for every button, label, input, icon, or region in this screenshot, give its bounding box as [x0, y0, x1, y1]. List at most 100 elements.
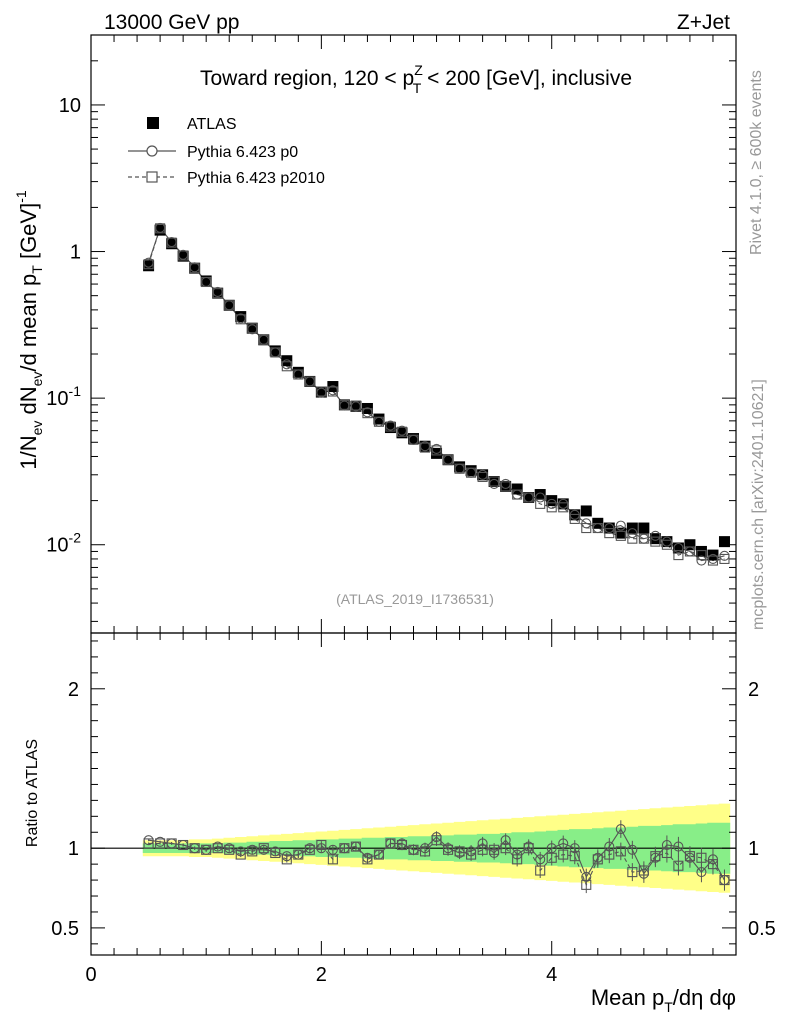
p0-point — [673, 542, 684, 554]
ratio-p0-point — [558, 838, 569, 849]
p2010-point — [500, 481, 511, 492]
ratio-p0-point — [477, 838, 488, 849]
ratio-p0-point — [408, 844, 419, 855]
p0-point — [327, 385, 338, 396]
ratio-p0-point — [419, 843, 431, 854]
ratio-p0-point — [443, 843, 454, 854]
atlas-point — [396, 427, 408, 439]
ratio-p0-point — [155, 836, 166, 847]
ratio-p0-point — [466, 846, 477, 857]
p2010-point — [661, 539, 672, 550]
ratio-p2010-point — [535, 865, 546, 876]
p0-point — [615, 520, 626, 531]
p0-point — [592, 522, 603, 534]
p0-point — [523, 492, 534, 503]
ratio-p2010-point — [615, 846, 626, 857]
atlas-point — [223, 299, 235, 311]
ratio-p0-point — [638, 868, 649, 879]
p2010-point — [627, 533, 638, 544]
ratio-p2010-point — [489, 844, 500, 855]
ratio-p2010-point — [627, 867, 638, 878]
p0-point — [235, 313, 246, 324]
p0-point — [143, 257, 154, 268]
series-p2010-line — [148, 227, 725, 562]
ratio-y-tick-label-right: 1 — [748, 838, 759, 860]
ratio-p0-point — [673, 841, 684, 852]
legend: ATLAS Pythia 6.423 p0 Pythia 6.423 p2010 — [128, 116, 325, 187]
p0-point — [316, 387, 327, 398]
series-p0-line — [148, 226, 725, 562]
p2010-point — [696, 550, 707, 561]
atlas-point — [304, 375, 316, 387]
atlas-point — [523, 492, 535, 504]
x-axis-label: Mean pT/dη dφ — [591, 985, 736, 1015]
p0-point — [155, 222, 166, 233]
ratio-p2010-point — [546, 852, 557, 863]
atlas-point — [684, 539, 696, 551]
ratio-p0-point — [523, 841, 534, 852]
ratio-p0-point — [569, 843, 580, 854]
ratio-p2010-point — [477, 844, 488, 855]
atlas-point — [488, 476, 500, 488]
atlas-point — [511, 483, 523, 495]
p0-point — [350, 401, 361, 412]
p2010-point — [673, 550, 684, 561]
ratio-p2010-point — [638, 865, 649, 876]
p0-point — [477, 469, 488, 480]
ratio-p2010-point — [569, 851, 580, 862]
atlas-point — [419, 440, 431, 452]
atlas-point — [707, 549, 719, 561]
p0-point — [385, 420, 396, 431]
atlas-point — [695, 545, 707, 557]
process-label: Z+Jet — [677, 11, 730, 34]
legend-p0-label: Pythia 6.423 p0 — [187, 144, 298, 161]
ratio-p0-point — [454, 847, 465, 859]
p0-point — [443, 454, 454, 465]
rivet-version-label: Rivet 4.1.0, ≥ 600k events — [748, 70, 765, 255]
atlas-point — [373, 413, 385, 425]
p0-point — [696, 555, 707, 566]
p0-point — [293, 369, 304, 380]
p0-point — [201, 276, 212, 288]
p0-point — [431, 443, 442, 455]
main-y-axis-label: 1/Nev dNev/d mean pT [GeV]-1 — [13, 190, 45, 470]
p2010-point — [535, 498, 546, 509]
energy-label: 13000 GeV pp — [104, 11, 239, 34]
ratio-p0-point — [166, 838, 177, 849]
atlas-point — [672, 542, 684, 554]
legend-p2010-label: Pythia 6.423 p2010 — [187, 170, 325, 187]
p0-point — [362, 407, 373, 418]
p0-point — [224, 300, 235, 311]
mcplots-source-label: mcplots.cern.ch [arXiv:2401.10621] — [750, 379, 767, 630]
p0-point — [512, 489, 523, 500]
ratio-p2010-point — [327, 854, 338, 865]
p0-point — [650, 530, 661, 541]
ratio-p0-point — [512, 849, 523, 860]
atlas-point — [661, 536, 673, 548]
p0-point — [258, 334, 269, 345]
atlas-point — [338, 399, 350, 411]
ratio-p0-point — [696, 867, 707, 878]
ratio-p0-point — [178, 839, 189, 851]
p0-point — [304, 376, 315, 387]
ratio-p2010-point — [235, 849, 246, 860]
p0-point — [684, 546, 695, 557]
p0-point — [339, 400, 350, 411]
plot-title: Toward region, 120 < pZ T < 200 [GeV], in… — [200, 62, 632, 96]
atlas-point — [638, 522, 650, 534]
ratio-panel: 0.5 0.5 1 1 2 2 0 2 4 — [51, 633, 776, 986]
ratio-y-axis-label: Ratio to ATLAS — [24, 739, 41, 847]
atlas-point — [269, 345, 281, 357]
atlas-point — [143, 260, 155, 272]
ratio-p0-point — [247, 844, 258, 855]
ratio-p0-point — [546, 843, 557, 854]
p0-point — [270, 347, 281, 358]
p0-point — [535, 492, 546, 503]
p2010-point — [604, 528, 615, 539]
p2010-point — [569, 513, 580, 524]
ratio-p0-point — [327, 844, 338, 855]
atlas-point — [442, 454, 454, 466]
p0-point — [178, 249, 189, 260]
ratio-p0-point — [339, 843, 350, 854]
